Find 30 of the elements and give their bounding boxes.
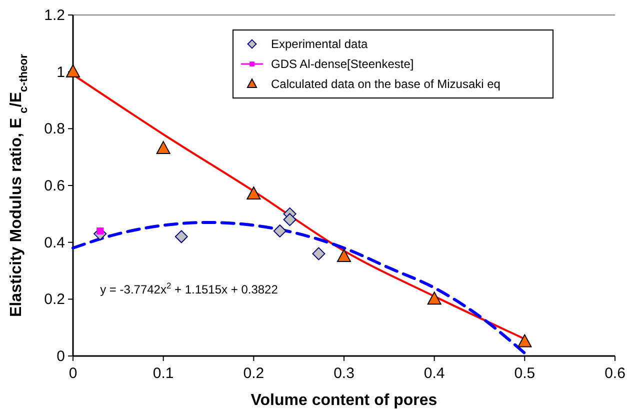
y-tick-label: 0.8 (44, 120, 65, 138)
x-tick-label: 0.6 (604, 365, 626, 382)
point (283, 213, 296, 226)
y-tick-label: 0.4 (44, 234, 65, 252)
point (312, 247, 326, 260)
x-tick-label: 0.5 (514, 365, 536, 382)
x-tick-label: 0.3 (334, 365, 354, 382)
point (518, 334, 532, 348)
x-tick-label: 0.2 (243, 365, 264, 382)
legend-label: Experimental data (271, 37, 368, 51)
y-tick-label: 0 (56, 348, 65, 365)
point (427, 292, 442, 305)
point (246, 186, 261, 200)
point (337, 249, 351, 262)
annotation: y = -3.7742x$^{2}$ + 1.1515x + 0.3822 (100, 280, 278, 296)
point (273, 224, 286, 238)
x-tick-label: 0 (68, 365, 78, 382)
x-tick-label: 0.1 (152, 365, 174, 382)
legend-label: GDS Al-dense[Steenkeste] (271, 57, 414, 71)
point (174, 230, 188, 244)
y-tick-label: 1.2 (44, 7, 65, 24)
point (156, 141, 170, 154)
y-tick-label: 0.6 (44, 178, 65, 194)
y-tick-label: 1 (56, 64, 65, 81)
line-series (72, 220, 526, 355)
x-tick-label: 0.4 (424, 365, 445, 382)
y-tick-label: 0.2 (44, 291, 65, 308)
point (66, 64, 80, 78)
x-axis-title: Volume content of pores (250, 392, 438, 409)
legend-label: Calculated data on the base of Mizusaki eq (271, 77, 500, 91)
